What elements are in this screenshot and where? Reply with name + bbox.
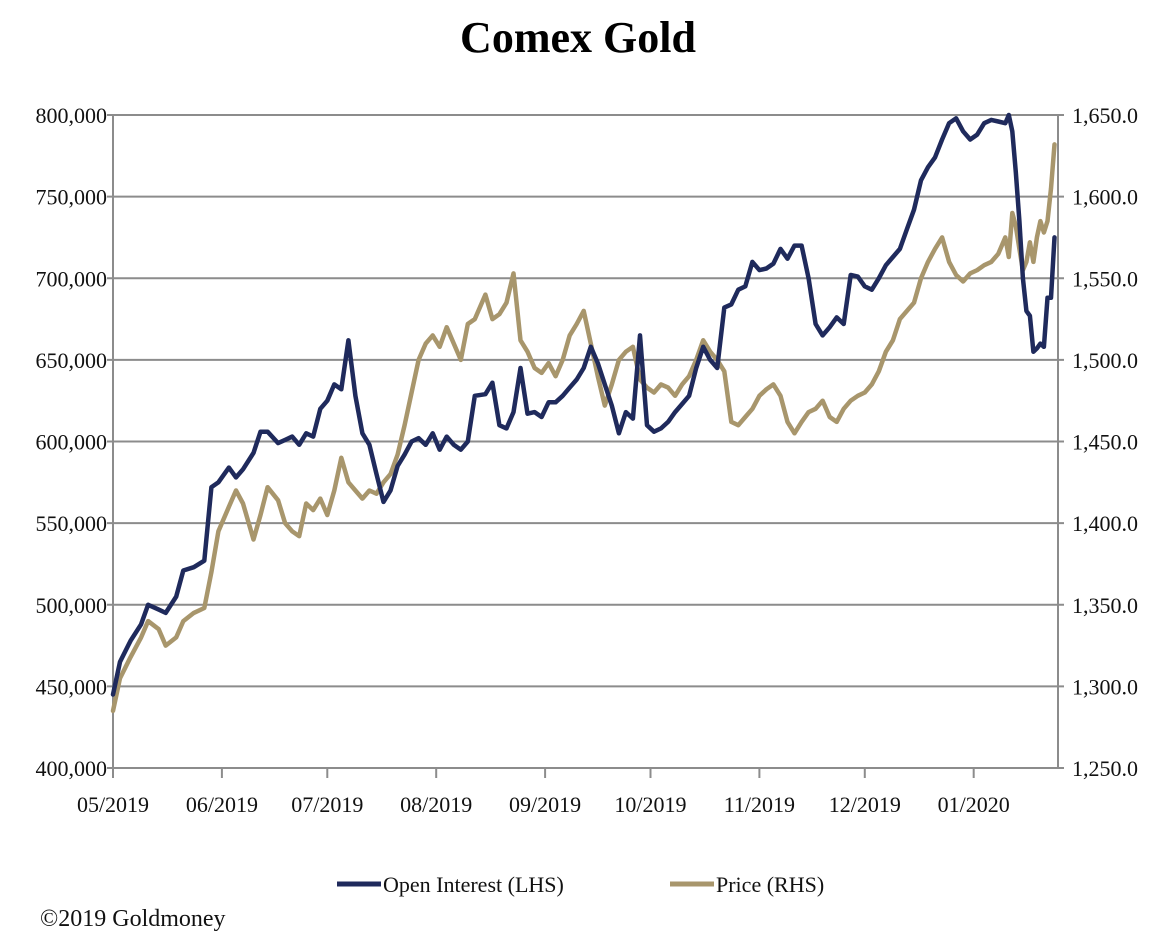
legend-label-open-interest: Open Interest (LHS) — [383, 872, 564, 897]
left-axis-tick-label: 550,000 — [36, 511, 108, 536]
left-axis-tick-label: 600,000 — [36, 430, 108, 455]
x-axis-tick-label: 08/2019 — [400, 792, 472, 817]
legend-label-price: Price (RHS) — [716, 872, 824, 897]
right-axis-tick-label: 1,450.0 — [1072, 430, 1138, 455]
right-axis-tick-label: 1,550.0 — [1072, 266, 1138, 291]
x-axis-tick-label: 09/2019 — [509, 792, 581, 817]
x-axis-tick-label: 07/2019 — [291, 792, 363, 817]
left-axis-tick-label: 750,000 — [36, 185, 108, 210]
x-axis-tick-label: 10/2019 — [614, 792, 686, 817]
left-axis-tick-label: 650,000 — [36, 348, 108, 373]
series-layer — [110, 112, 1057, 714]
left-axis-tick-label: 450,000 — [36, 674, 108, 699]
right-axis-tick-label: 1,650.0 — [1072, 103, 1138, 128]
right-axis-ticks: 1,250.0 1,300.0 1,350.0 1,400.0 1,450.0 1,500… — [1058, 103, 1138, 781]
legend: Open Interest (LHS) Price (RHS) — [337, 872, 824, 897]
right-axis-tick-label: 1,250.0 — [1072, 756, 1138, 781]
right-axis-tick-label: 1,350.0 — [1072, 593, 1138, 618]
left-axis-tick-label: 800,000 — [36, 103, 108, 128]
x-axis-tick-label: 12/2019 — [829, 792, 901, 817]
x-axis-tick-label: 06/2019 — [186, 792, 258, 817]
x-axis-ticks: 05/2019 06/2019 07/2019 08/2019 09/2019 10/20… — [77, 768, 1010, 817]
left-axis-tick-label: 700,000 — [36, 266, 108, 291]
right-axis-tick-label: 1,600.0 — [1072, 185, 1138, 210]
right-axis-tick-label: 1,400.0 — [1072, 511, 1138, 536]
chart-title: Comex Gold — [460, 13, 696, 62]
x-axis-tick-label: 05/2019 — [77, 792, 149, 817]
x-axis-tick-label: 01/2020 — [938, 792, 1010, 817]
series-line-price — [110, 142, 1057, 714]
series-line-open-interest — [110, 112, 1057, 697]
right-axis-tick-label: 1,300.0 — [1072, 674, 1138, 699]
left-axis-tick-label: 400,000 — [36, 756, 108, 781]
left-axis-tick-label: 500,000 — [36, 593, 108, 618]
copyright-text: ©2019 Goldmoney — [40, 906, 226, 932]
left-axis-ticks: 400,000 450,000 500,000 550,000 600,000 650,0… — [36, 103, 113, 781]
right-axis-tick-label: 1,500.0 — [1072, 348, 1138, 373]
x-axis-tick-label: 11/2019 — [724, 792, 795, 817]
